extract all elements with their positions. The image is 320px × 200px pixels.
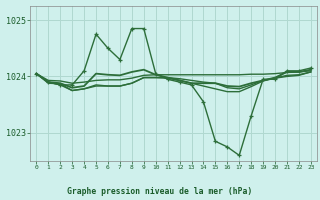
Text: Graphe pression niveau de la mer (hPa): Graphe pression niveau de la mer (hPa) [68,187,252,196]
